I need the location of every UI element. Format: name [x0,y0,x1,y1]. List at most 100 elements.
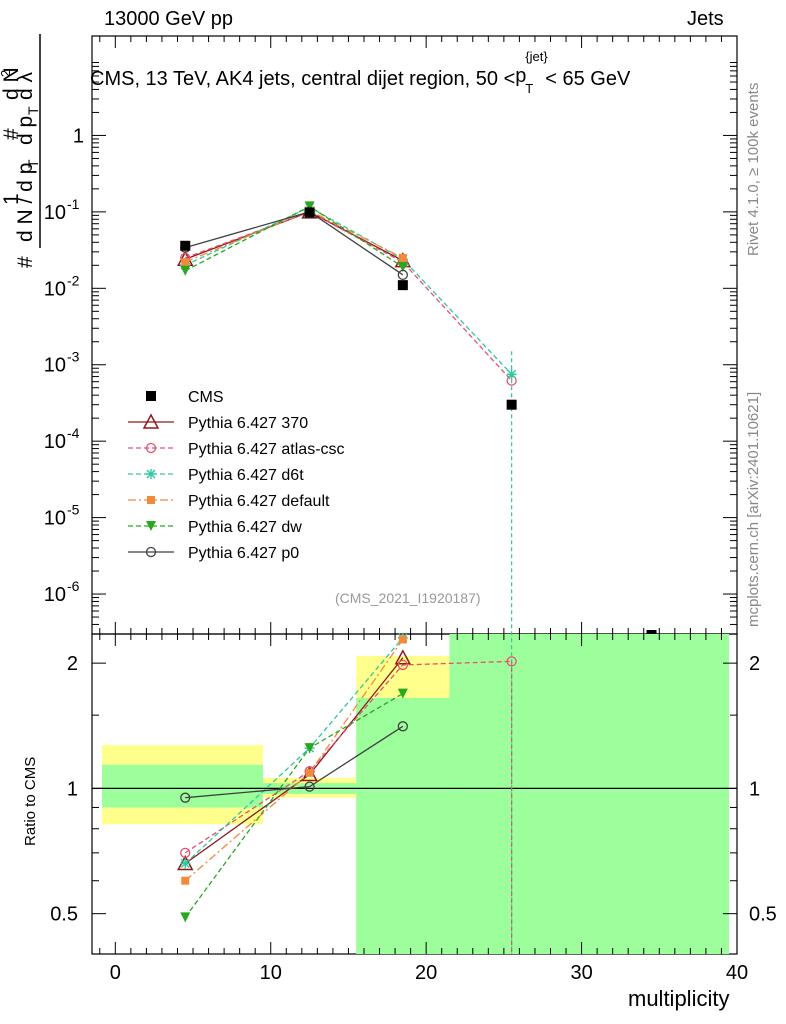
ratio-point-atlas [397,659,408,671]
legend-label-p370: Pythia 6.427 370 [188,415,308,432]
legend: CMS Pythia 6.427 370 Pythia 6.427 atlas-cs… [128,389,345,562]
d6t-marker-stroke [146,469,156,479]
plot-title: CMS, 13 TeV, AK4 jets, central dijet reg… [90,49,631,96]
x-tick-label: 0 [110,962,121,984]
ratio-tick-label-right: 2 [749,653,760,675]
x-tick-label: 20 [415,962,437,984]
data-point-clipped [646,630,657,634]
svg-text:T: T [25,159,41,168]
legend-label-default: Pythia 6.427 default [188,493,330,510]
y-tick-label: 10 [44,202,66,224]
svg-text:d N / d p: d N / d p [14,163,37,242]
ratio-tick-label-right: 1 [749,778,760,800]
series-point-dw [397,261,408,272]
ratio-point-default [398,635,407,644]
series-point-dw [180,265,191,276]
y-tick-label: 10 [44,508,66,530]
ratio-stat-band [356,697,450,954]
legend-marker-atlas [145,442,157,454]
ratio-tick-label-left: 0.5 [50,904,78,926]
ratio-point-p0 [180,792,191,803]
y-tick-exponent: -3 [67,349,80,365]
ratio-point-default [305,768,314,777]
analysis-id: (CMS_2021_I1920187) [335,590,481,606]
y-tick-exponent: -5 [67,502,80,518]
series-point-default [398,253,407,262]
d6t-marker-stroke [180,859,190,868]
legend-marker-dw [146,521,156,531]
ratio-line-p0 [185,725,404,799]
series-point-dw [304,201,315,212]
y-tick-exponent: -1 [67,196,80,212]
plot-title-var: p [515,65,527,87]
ratio-point-dw [397,688,408,699]
series-point-p0 [397,269,408,280]
ratio-point-atlas [506,656,517,667]
header-left-label: 13000 GeV pp [104,8,233,30]
svg-text:T: T [25,106,41,115]
ratio-point-default [181,876,190,885]
legend-label-dw: Pythia 6.427 dw [188,519,302,536]
ratio-line-atlas [184,660,512,854]
data-point [180,240,191,251]
plot-title-sub: T [525,81,534,96]
y-tick-label: 10 [44,431,66,453]
y-tick-label: 10 [44,278,66,300]
y-tick-label: 10 [44,584,66,606]
data-marks [176,201,657,954]
svg-text:d p: d p [14,116,37,145]
ratio-point-dw [304,743,315,754]
ratio-stat-band [102,764,263,808]
svg-text:#: # [14,256,37,268]
main-y-axis-label: # d N / d p T 1 d p T d λ # d N 2 [0,34,41,268]
ratio-tick-label-left: 2 [67,653,78,675]
svg-text:#: # [0,128,23,140]
x-axis-label: multiplicity [628,986,730,1011]
legend-label-d6t: Pythia 6.427 d6t [188,467,304,484]
svg-text:2: 2 [0,70,13,77]
series-point-default [181,258,190,267]
data-point [304,207,315,218]
ratio-uncertainty-bands [92,634,737,954]
ratio-point-p0 [304,781,315,792]
plot-title-suffix: < 65 GeV [545,68,631,90]
svg-text:1: 1 [0,193,23,205]
legend-label-atlas: Pythia 6.427 atlas-csc [188,441,345,458]
data-point [397,280,408,291]
legend-label-data: CMS [188,389,224,406]
legend-marker-d6t [146,469,156,479]
svg-text:d λ: d λ [14,71,37,100]
ratio-point-p0 [397,721,408,732]
legend-marker-default [147,496,155,504]
x-tick-label: 10 [260,962,282,984]
ratio-point-atlas [180,847,191,859]
ratio-tick-label-right: 0.5 [749,904,777,926]
svg-text:d N: d N [0,67,23,100]
legend-marker-data [146,391,156,401]
plot-title-sup: {jet} [525,49,548,64]
ratio-point-d6t [180,858,191,869]
ratio-stat-band [449,634,729,954]
x-tick-label: 40 [726,962,748,984]
ratio-point-dw [180,912,191,923]
series-line-atlas [185,211,513,382]
ratio-tick-label-left: 1 [67,778,78,800]
legend-marker-p0 [145,546,157,558]
y-tick-exponent: -6 [67,578,80,594]
mcplots-label: mcplots.cern.ch [arXiv:2401.10621] [745,391,762,627]
y-tick-exponent: -2 [67,272,80,288]
y-tick-exponent: -4 [67,425,80,441]
legend-label-p0: Pythia 6.427 p0 [188,545,299,562]
plot-title-prefix: CMS, 13 TeV, AK4 jets, central dijet reg… [90,68,516,90]
ratio-y-axis-label: Ratio to CMS [22,756,39,846]
data-point [506,399,517,410]
ratio-point-p370 [394,649,412,665]
legend-marker-p370 [142,413,160,429]
y-tick-label: 1 [73,125,84,147]
y-tick-label: 10 [44,355,66,377]
rivet-version-label: Rivet 4.1.0, ≥ 100k events [745,82,762,256]
x-tick-label: 30 [570,962,592,984]
header-right-label: Jets [687,8,724,30]
